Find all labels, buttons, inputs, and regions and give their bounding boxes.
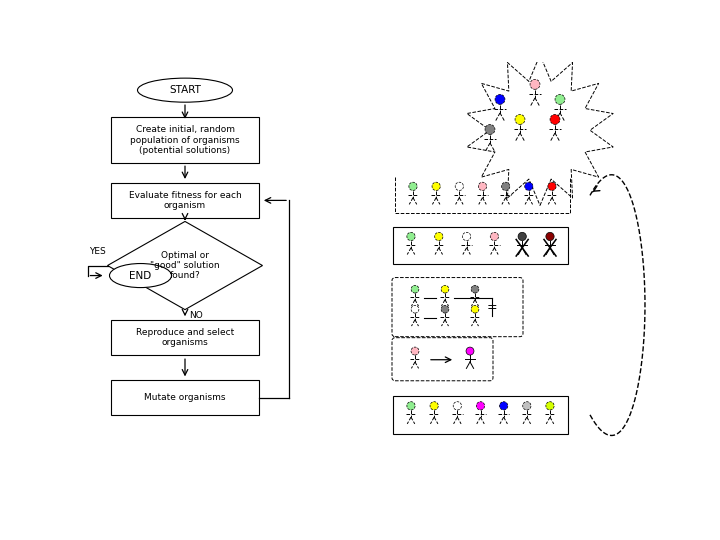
Circle shape (407, 232, 415, 241)
Circle shape (555, 94, 565, 104)
Circle shape (530, 79, 540, 89)
Bar (111, 117, 259, 163)
Circle shape (548, 182, 556, 191)
Circle shape (411, 347, 419, 355)
Text: YES: YES (89, 246, 107, 255)
Circle shape (546, 402, 554, 410)
Text: Mutate organisms: Mutate organisms (144, 393, 226, 402)
Text: Artificial Intelligence Methods – Department of Biosystems Engineering – Univers: Artificial Intelligence Methods – Depart… (91, 500, 629, 510)
FancyBboxPatch shape (392, 278, 523, 336)
Text: START: START (169, 85, 201, 95)
Circle shape (471, 285, 479, 293)
Text: http://agri.uok.ac.ir/kmollazade: http://agri.uok.ac.ir/kmollazade (272, 516, 448, 526)
Circle shape (471, 305, 479, 313)
Bar (111, 380, 259, 415)
Text: Basic genetic algorithm: Basic genetic algorithm (13, 22, 310, 42)
Circle shape (546, 232, 554, 241)
Text: Optimal or
"good" solution
found?: Optimal or "good" solution found? (150, 251, 220, 280)
Text: END: END (130, 271, 152, 281)
Circle shape (430, 402, 438, 410)
Circle shape (435, 232, 443, 241)
Circle shape (462, 232, 471, 241)
Circle shape (453, 402, 462, 410)
Text: Create initial, random
population of organisms
(potential solutions): Create initial, random population of org… (130, 125, 240, 155)
Circle shape (477, 402, 485, 410)
Circle shape (495, 94, 505, 104)
Bar (111, 320, 259, 355)
Circle shape (525, 182, 533, 191)
Circle shape (432, 182, 441, 191)
Circle shape (407, 402, 415, 410)
Circle shape (441, 305, 449, 313)
Circle shape (515, 114, 525, 124)
Circle shape (485, 125, 495, 134)
Text: Evaluate fitness for each
organism: Evaluate fitness for each organism (129, 191, 241, 210)
Ellipse shape (138, 78, 233, 102)
Text: =: = (487, 301, 498, 314)
Circle shape (490, 232, 498, 241)
Circle shape (411, 305, 419, 313)
Circle shape (411, 285, 419, 293)
Circle shape (466, 347, 474, 355)
Ellipse shape (109, 264, 171, 288)
Circle shape (441, 285, 449, 293)
Bar (111, 183, 259, 218)
Circle shape (550, 114, 560, 124)
Polygon shape (107, 221, 263, 309)
Circle shape (500, 402, 508, 410)
Circle shape (455, 182, 464, 191)
Circle shape (502, 182, 510, 191)
Text: Reproduce and select
organisms: Reproduce and select organisms (136, 328, 234, 347)
Circle shape (523, 402, 531, 410)
Text: 18: 18 (678, 506, 698, 520)
Bar (393, 396, 568, 434)
Circle shape (518, 232, 526, 241)
Circle shape (478, 182, 487, 191)
Bar (393, 227, 568, 264)
Text: NO: NO (189, 310, 203, 320)
Circle shape (409, 182, 417, 191)
FancyBboxPatch shape (392, 338, 493, 381)
